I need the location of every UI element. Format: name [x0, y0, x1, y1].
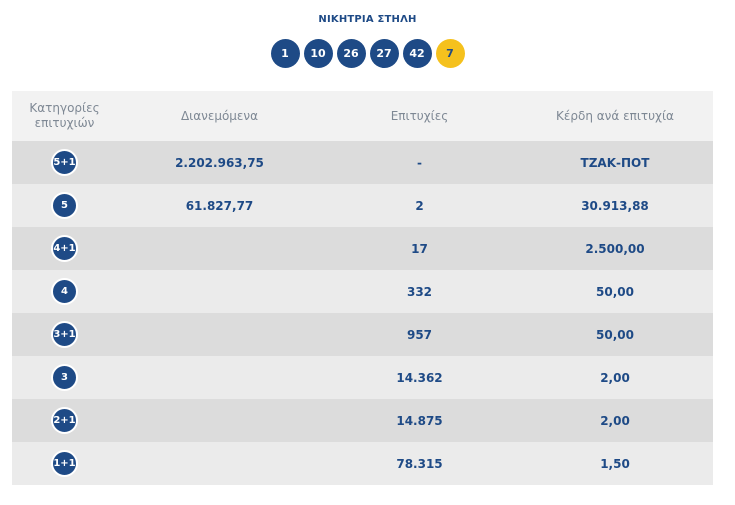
table-row: 4 332 50,00 [12, 270, 713, 313]
winners-cell: 14.362 [396, 370, 443, 385]
prize-cell: 2,00 [600, 413, 630, 428]
table-row: 3 14.362 2,00 [12, 356, 713, 399]
distributed-cell: 61.827,77 [185, 198, 254, 213]
table-row: 2+1 14.875 2,00 [12, 399, 713, 442]
winning-number-ball: 42 [402, 39, 432, 68]
winning-number-ball: 1 [270, 39, 300, 68]
category-badge: 3+1 [51, 321, 78, 348]
category-badge: 1+1 [51, 450, 78, 477]
winning-number-ball: 10 [303, 39, 333, 68]
header-prize: Κέρδη ανά επιτυχία [556, 109, 674, 123]
prize-cell: 2.500,00 [585, 241, 645, 256]
category-badge: 4+1 [51, 235, 78, 262]
header-winners: Επιτυχίες [390, 109, 449, 123]
prize-cell: 30.913,88 [581, 198, 649, 213]
prize-cell: ΤΖΑΚ-ΠΟΤ [580, 155, 650, 170]
header-category: Κατηγορίες επιτυχιών [29, 101, 100, 130]
prize-cell: 1,50 [600, 456, 630, 471]
category-badge: 5+1 [51, 149, 78, 176]
winners-cell: 14.875 [396, 413, 443, 428]
winners-cell: 17 [411, 241, 428, 256]
category-badge: 4 [51, 278, 78, 305]
results-table: Κατηγορίες επιτυχιών Διανεμόμενα Επιτυχί… [12, 91, 713, 485]
winners-cell: 2 [415, 198, 424, 213]
category-badge: 3 [51, 364, 78, 391]
table-row: 4+1 17 2.500,00 [12, 227, 713, 270]
table-row: 5+1 2.202.963,75 - ΤΖΑΚ-ΠΟΤ [12, 141, 713, 184]
table-row: 1+1 78.315 1,50 [12, 442, 713, 485]
winning-column-title: ΝΙΚΗΤΡΙΑ ΣΤΗΛΗ [318, 14, 417, 25]
table-row: 3+1 957 50,00 [12, 313, 713, 356]
winners-cell: 957 [406, 327, 433, 342]
table-header: Κατηγορίες επιτυχιών Διανεμόμενα Επιτυχί… [12, 91, 713, 141]
prize-cell: 2,00 [600, 370, 630, 385]
winners-cell: 332 [406, 284, 433, 299]
category-badge: 5 [51, 192, 78, 219]
prize-cell: 50,00 [596, 284, 634, 299]
joker-number-ball: 7 [435, 39, 465, 68]
winning-number-ball: 27 [369, 39, 399, 68]
header-distributed: Διανεμόμενα [180, 109, 259, 123]
winners-cell: - [417, 155, 422, 170]
winning-numbers: 1 10 26 27 42 7 [0, 39, 735, 68]
winners-cell: 78.315 [396, 456, 443, 471]
prize-cell: 50,00 [596, 327, 634, 342]
category-badge: 2+1 [51, 407, 78, 434]
table-row: 5 61.827,77 2 30.913,88 [12, 184, 713, 227]
winning-number-ball: 26 [336, 39, 366, 68]
distributed-cell: 2.202.963,75 [175, 155, 264, 170]
